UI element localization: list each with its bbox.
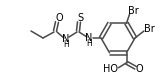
Text: S: S [77,13,83,23]
Text: O: O [136,64,143,74]
Text: Br: Br [128,6,139,16]
Text: O: O [55,13,63,23]
Text: N: N [85,33,93,43]
Text: N: N [62,34,70,44]
Text: Br: Br [144,24,154,34]
Text: H: H [86,39,92,47]
Text: H: H [63,40,69,48]
Text: HO: HO [103,64,118,74]
